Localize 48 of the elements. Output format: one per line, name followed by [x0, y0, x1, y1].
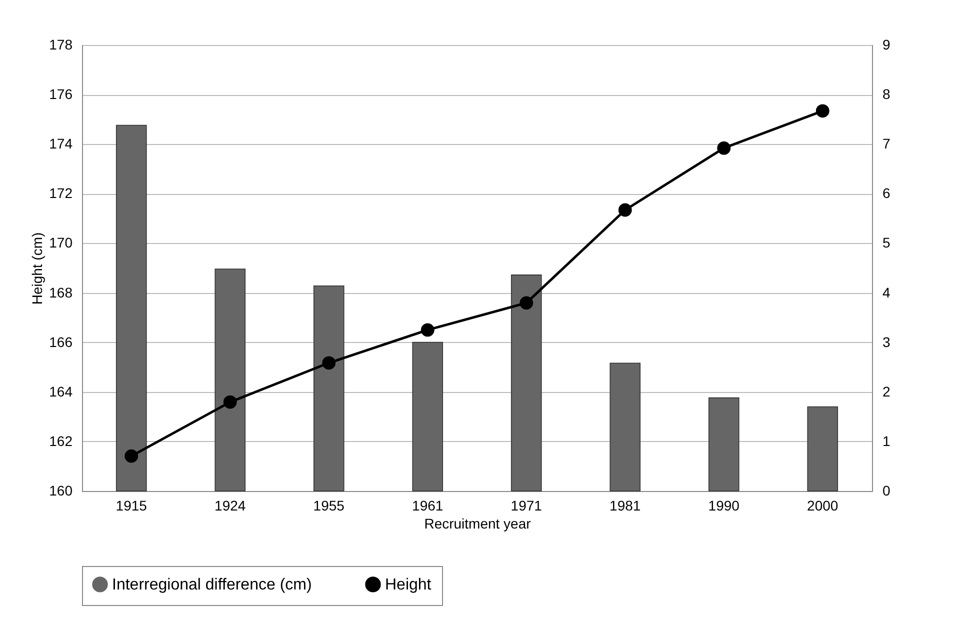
x-tick-label: 1981 [610, 498, 641, 514]
y2-tick-label: 1 [882, 432, 890, 449]
bar [116, 124, 147, 492]
point [717, 141, 731, 155]
point [322, 356, 336, 370]
x-tick-label: 2000 [807, 498, 838, 514]
point [420, 323, 434, 337]
y-tick-label: 162 [49, 432, 73, 449]
bar [610, 362, 641, 492]
y-tick-label: 160 [49, 482, 73, 498]
y2-tick-label: 9 [882, 36, 890, 52]
y-tick-label: 174 [49, 136, 73, 152]
x-tick-label: 1971 [510, 498, 542, 514]
point [618, 203, 632, 217]
y2-tick-label: 7 [882, 136, 890, 152]
y2-tick-label: 6 [882, 185, 890, 202]
y-tick-label: 176 [49, 86, 73, 102]
legend-label: Interregional difference (cm) [112, 576, 312, 594]
point [520, 296, 534, 310]
y-tick-label: 172 [49, 185, 73, 202]
point [223, 395, 237, 409]
point [816, 104, 830, 118]
bar [807, 406, 838, 492]
bar [313, 285, 344, 492]
y-tick-label: 164 [49, 383, 73, 400]
x-tick-label: 1924 [214, 498, 246, 514]
y-tick-label: 178 [49, 36, 73, 52]
bar [708, 397, 740, 492]
bar [214, 268, 246, 492]
y2-tick-label: 8 [882, 86, 890, 102]
y2-tick-label: 0 [882, 482, 890, 498]
y-tick-label: 166 [49, 334, 73, 350]
point [124, 449, 138, 463]
y-tick-label: 168 [49, 284, 73, 300]
y2-tick-label: 4 [882, 284, 890, 300]
y2-tick-label: 5 [882, 234, 890, 251]
x-tick-label: 1955 [313, 498, 345, 514]
y2-tick-label: 2 [882, 383, 890, 400]
bar [412, 342, 444, 492]
bar [510, 274, 542, 492]
y-axis-title: Height (cm) [29, 232, 46, 305]
legend-label: Height [385, 576, 432, 594]
x-tick-label: 1990 [708, 498, 740, 514]
x-axis-title: Recruitment year [424, 516, 532, 532]
y-tick-label: 170 [49, 234, 73, 251]
y2-tick-label: 3 [882, 334, 890, 350]
x-tick-label: 1961 [412, 498, 444, 514]
x-tick-label: 1915 [116, 498, 148, 514]
